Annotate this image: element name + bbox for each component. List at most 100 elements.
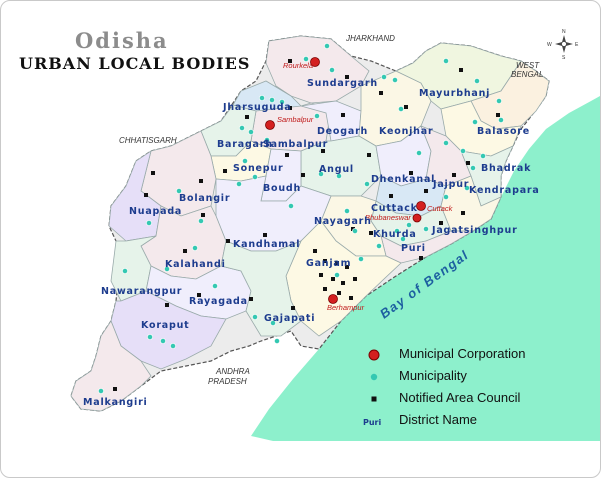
nac-marker bbox=[323, 259, 327, 263]
municipality-marker bbox=[164, 266, 170, 272]
legend-row-nac: Notified Area Council bbox=[363, 389, 598, 411]
nac-marker bbox=[263, 233, 267, 237]
municipality-marker bbox=[279, 99, 285, 105]
nac-marker bbox=[301, 173, 305, 177]
municipality-marker bbox=[464, 185, 470, 191]
region-malkangiri bbox=[70, 320, 152, 412]
district-label-bolangir: Bolangir bbox=[179, 193, 230, 204]
municipality-marker bbox=[270, 320, 276, 326]
municipality-marker bbox=[334, 272, 340, 278]
municipality-marker bbox=[460, 148, 466, 154]
district-label-puri: Puri bbox=[401, 243, 426, 254]
district-label-baragarh: Baragarh bbox=[217, 139, 273, 150]
municipality-marker bbox=[398, 106, 404, 112]
municipality-marker bbox=[170, 343, 176, 349]
nac-marker bbox=[452, 173, 456, 177]
legend-label-corporation: Municipal Corporation bbox=[399, 346, 526, 361]
municipality-marker bbox=[239, 125, 245, 131]
nac-legend-icon bbox=[371, 396, 377, 402]
svg-text:S: S bbox=[562, 55, 566, 61]
nac-marker bbox=[353, 277, 357, 281]
district-label-cuttack: Cuttack bbox=[371, 203, 418, 214]
nac-marker bbox=[389, 194, 393, 198]
municipality-marker bbox=[443, 140, 449, 146]
svg-text:W: W bbox=[547, 42, 552, 48]
municipality-marker bbox=[443, 58, 449, 64]
municipality-marker bbox=[376, 243, 382, 249]
neighbor-jharkhand: JHARKHAND bbox=[345, 34, 395, 43]
region-sundargarh bbox=[265, 35, 370, 104]
nac-marker bbox=[379, 91, 383, 95]
municipality-marker bbox=[198, 218, 204, 224]
district-label-balasore: Balasore bbox=[477, 126, 530, 137]
district-label-kandhamal: Kandhamal bbox=[233, 239, 300, 250]
district-label-koraput: Koraput bbox=[141, 320, 190, 331]
nac-marker bbox=[341, 113, 345, 117]
svg-text:Puri: Puri bbox=[363, 418, 382, 427]
svg-text:N: N bbox=[562, 29, 566, 35]
corporation-legend-icon bbox=[368, 349, 380, 361]
corporation-marker-cuttack bbox=[416, 201, 426, 211]
map-title-subject: URBAN LOCAL BODIES bbox=[19, 54, 251, 73]
district-label-kendrapara: Kendrapara bbox=[469, 185, 540, 196]
municipality-marker bbox=[264, 137, 270, 143]
district-label-jagatsinghpur: Jagatsinghpur bbox=[431, 225, 518, 236]
municipality-marker bbox=[496, 98, 502, 104]
district-label-angul: Angul bbox=[319, 164, 354, 175]
municipality-marker bbox=[236, 181, 242, 187]
district-label-sundargarh: Sundargarh bbox=[307, 78, 378, 89]
bay-of-bengal bbox=[251, 96, 600, 441]
municipality-marker bbox=[392, 77, 398, 83]
municipality-marker bbox=[400, 236, 406, 242]
district-name-legend-icon: Puri bbox=[363, 418, 382, 427]
municipality-marker bbox=[252, 174, 258, 180]
municipality-marker bbox=[122, 268, 128, 274]
compass-icon: N S W E bbox=[547, 29, 579, 61]
municipality-marker bbox=[352, 228, 358, 234]
district-label-malkangiri: Malkangiri bbox=[83, 397, 148, 408]
municipality-marker bbox=[98, 388, 104, 394]
district-label-nuapada: Nuapada bbox=[129, 206, 182, 217]
municipality-marker bbox=[480, 153, 486, 159]
corp-label-bhubaneswar: Bhubaneswar bbox=[365, 213, 411, 222]
nac-marker bbox=[165, 303, 169, 307]
legend-label-nac: Notified Area Council bbox=[399, 390, 521, 405]
municipality-marker bbox=[314, 113, 320, 119]
nac-marker bbox=[319, 273, 323, 277]
nac-markers bbox=[113, 59, 500, 391]
nac-marker bbox=[367, 153, 371, 157]
municipality-marker bbox=[146, 220, 152, 226]
nac-marker bbox=[459, 68, 463, 72]
municipality-marker bbox=[288, 203, 294, 209]
nac-marker bbox=[337, 291, 341, 295]
nac-marker bbox=[226, 239, 230, 243]
district-label-mayurbhanj: Mayurbhanj bbox=[419, 88, 490, 99]
nac-marker bbox=[197, 293, 201, 297]
district-label-nawarangpur: Nawarangpur bbox=[101, 286, 182, 297]
corp-label-sambalpur: Sambalpur bbox=[277, 115, 314, 124]
svg-text:E: E bbox=[575, 42, 579, 48]
municipality-marker bbox=[192, 245, 198, 251]
district-label-bhadrak: Bhadrak bbox=[481, 163, 531, 174]
neighbor-west-bengal-1: WEST bbox=[516, 61, 540, 70]
nac-marker bbox=[249, 297, 253, 301]
nac-marker bbox=[424, 189, 428, 193]
corporation-marker-sambalpur bbox=[265, 120, 275, 130]
municipality-marker bbox=[259, 95, 265, 101]
municipality-marker bbox=[252, 314, 258, 320]
nac-marker bbox=[199, 179, 203, 183]
nac-marker bbox=[341, 281, 345, 285]
legend: Municipal Corporation Municipality Notif… bbox=[363, 345, 598, 433]
nac-marker bbox=[419, 256, 423, 260]
district-label-jharsuguda: Jharsuguda bbox=[222, 102, 292, 113]
nac-marker bbox=[151, 171, 155, 175]
neighbor-west-bengal-2: BENGAL bbox=[511, 70, 543, 79]
municipality-marker bbox=[344, 208, 350, 214]
municipality-marker bbox=[324, 43, 330, 49]
municipality-marker bbox=[242, 158, 248, 164]
municipality-marker bbox=[212, 283, 218, 289]
corp-label-cuttack: Cuttack bbox=[427, 204, 454, 213]
nac-marker bbox=[245, 115, 249, 119]
nac-marker bbox=[409, 171, 413, 175]
municipality-marker bbox=[147, 334, 153, 340]
